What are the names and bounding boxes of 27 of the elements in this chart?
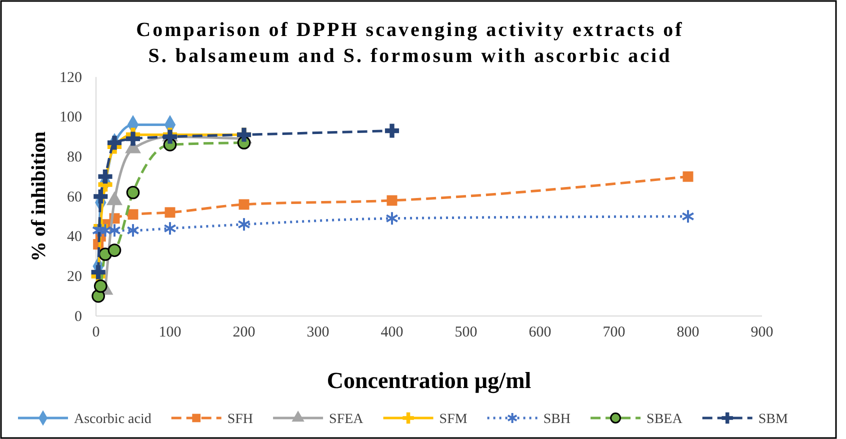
y-tick-label: 120 [60, 70, 82, 86]
legend-label: SBH [543, 412, 571, 427]
x-axis-title: Concentration µg/ml [326, 368, 532, 394]
y-tick-label: 40 [67, 229, 82, 246]
x-tick-label: 500 [454, 324, 478, 341]
legend-label: SFM [439, 412, 468, 427]
legend-label: SBEA [646, 412, 684, 427]
y-tick-label: 20 [67, 268, 82, 285]
legend-label: SFEA [329, 412, 364, 427]
x-tick-label: 400 [380, 324, 404, 341]
y-tick-label: 100 [60, 110, 82, 126]
y-tick-label: 80 [67, 149, 82, 166]
y-tick-label: 60 [67, 189, 82, 206]
x-tick-label: 700 [602, 324, 626, 341]
x-tick-label: 300 [306, 324, 330, 341]
legend-label: SFH [227, 412, 254, 427]
x-tick-label: 800 [676, 324, 700, 341]
x-tick-label: 0 [92, 324, 100, 341]
chart-title: Comparison of DPPH scavenging activity extracts of S. balsameum and S. formosum with ascorbic acid [136, 19, 684, 67]
x-tick-label: 200 [232, 324, 256, 341]
x-tick-label: 100 [158, 324, 182, 341]
y-axis-title: % of inhibition [28, 131, 50, 262]
y-tick-label: 0 [74, 308, 82, 325]
legend-label: Ascorbic acid [74, 412, 152, 427]
x-tick-label: 900 [750, 324, 774, 341]
legend-label: SBM [758, 412, 788, 427]
x-tick-label: 600 [528, 324, 552, 341]
